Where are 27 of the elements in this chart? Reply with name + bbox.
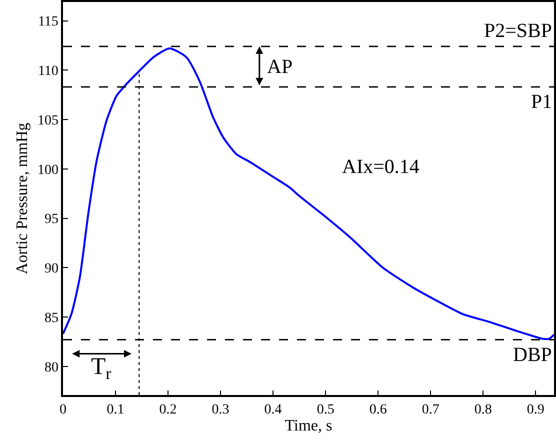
x-tick-label: 0.2	[159, 402, 177, 418]
x-tick-label: 0	[60, 402, 66, 418]
y-tick-label: 100	[37, 162, 58, 178]
x-tick-label: 0.7	[422, 402, 440, 418]
annotation: AP	[267, 56, 293, 78]
y-tick-label: 95	[44, 212, 58, 228]
y-tick-label: 105	[37, 113, 58, 128]
ref-line-label: P2=SBP	[484, 20, 552, 42]
x-tick-label: 0.4	[264, 402, 282, 418]
x-tick-label: 0.3	[212, 402, 230, 418]
y-tick-label: 85	[44, 310, 58, 326]
y-tick-label: 115	[38, 14, 58, 30]
ref-line-label: DBP	[513, 344, 552, 366]
x-tick-label: 0.8	[474, 402, 492, 418]
y-tick-label: 80	[44, 360, 58, 376]
y-tick-label: 110	[38, 64, 58, 80]
x-tick-label: 0.6	[369, 402, 387, 418]
annotation: AIx=0.14	[342, 156, 420, 178]
ref-line-label: T$_{r}$	[91, 354, 112, 384]
x-tick-label: 0.5	[316, 402, 334, 418]
y-axis-title: Aortic Pressure, mmHg	[14, 122, 31, 274]
x-tick-label: 0.1	[106, 402, 124, 418]
x-tick-label: 0.9	[526, 402, 544, 418]
y-tick-label: 90	[44, 262, 58, 277]
line-series	[63, 47, 554, 340]
x-axis-title: Time, s	[284, 418, 332, 435]
ref-line-label: P1	[531, 91, 552, 113]
